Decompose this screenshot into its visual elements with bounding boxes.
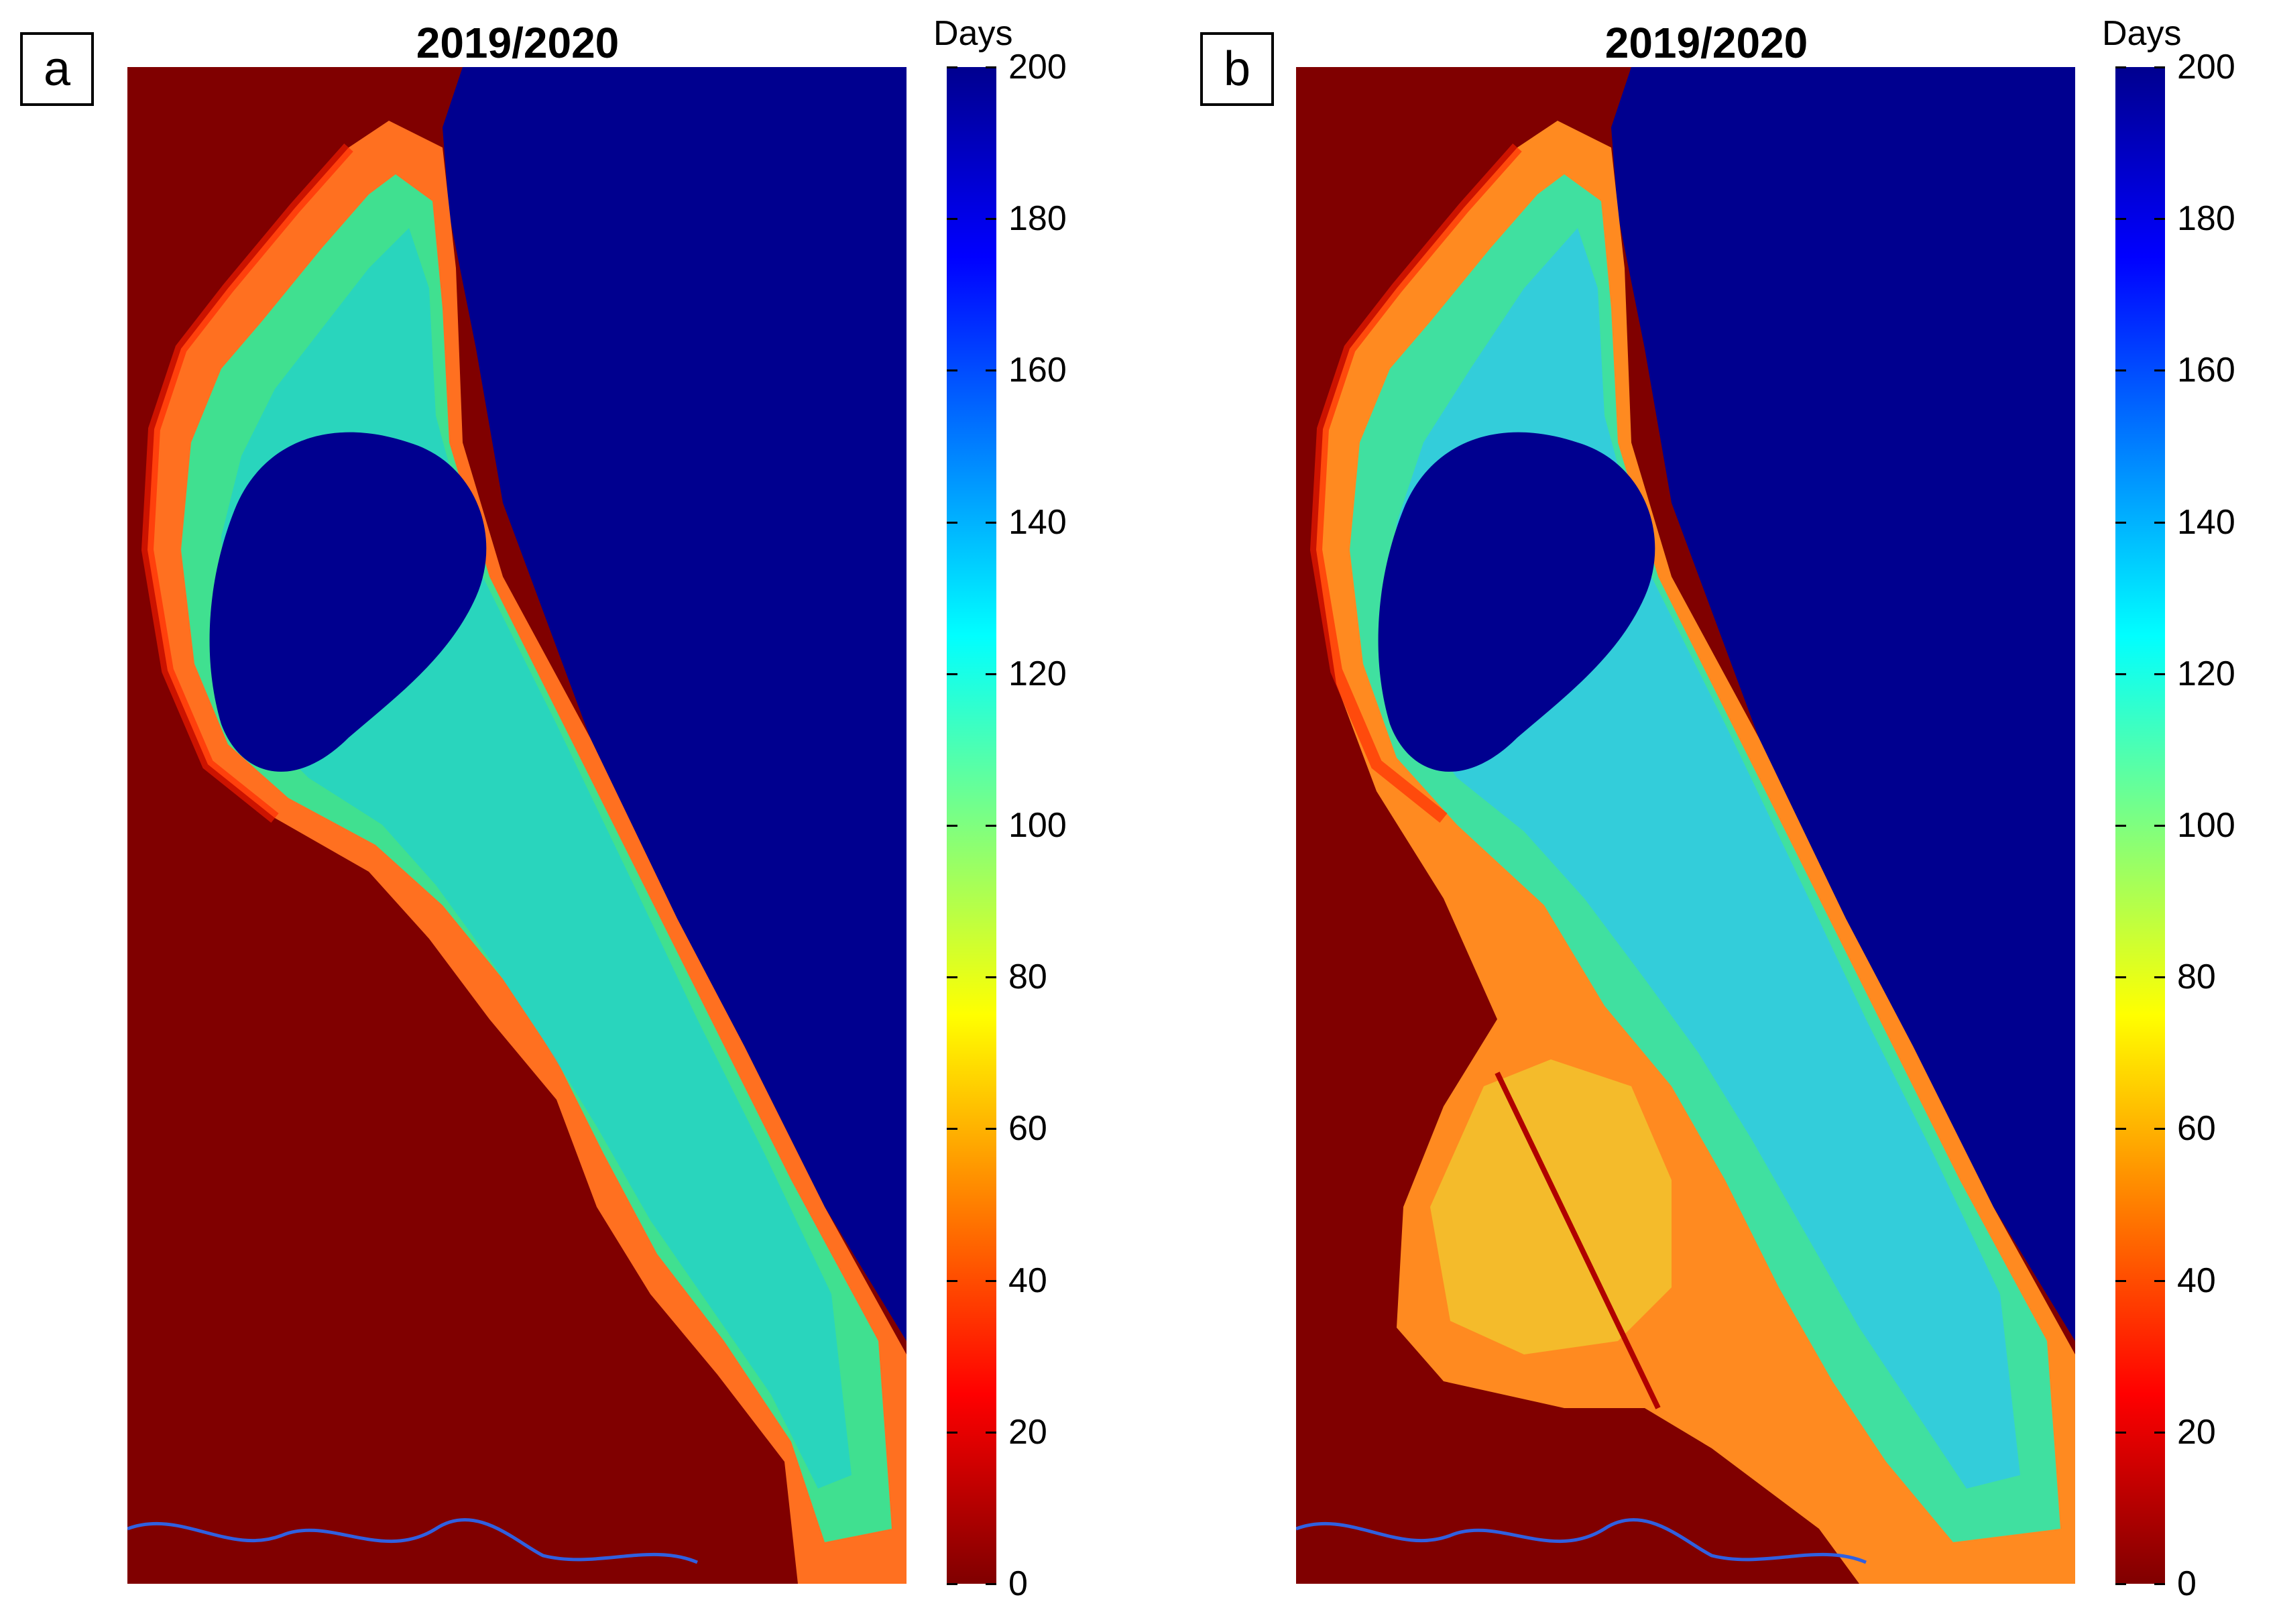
- colorbar-tick: [2115, 1583, 2126, 1585]
- colorbar-tick: [947, 1583, 957, 1585]
- colorbar-tick: [947, 369, 957, 372]
- sea-area: [443, 67, 907, 1341]
- colorbar-label: Days: [2102, 14, 2182, 53]
- map-graphic: [1296, 67, 2075, 1584]
- colorbar-tick-label: 80: [1008, 958, 1047, 997]
- colorbar-tick: [2154, 1128, 2165, 1130]
- colorbar-tick: [947, 976, 957, 979]
- colorbar-tick-label: 40: [1008, 1261, 1047, 1300]
- colorbar-tick: [986, 521, 996, 524]
- panel-title: 2019/2020: [416, 19, 620, 67]
- colorbar-tick: [947, 673, 957, 675]
- colorbar-tick: [2154, 218, 2165, 221]
- colorbar-tick: [2115, 673, 2126, 675]
- panel-a: a 2019/2020 Days 200 180 160 140 120 100 80 60 4…: [20, 14, 1067, 1603]
- colorbar-tick-label: 200: [1008, 48, 1067, 86]
- map-image: [1296, 67, 2075, 1584]
- colorbar-tick: [947, 1279, 957, 1282]
- colorbar-tick: [2115, 1279, 2126, 1282]
- colorbar-tick-label: 20: [1008, 1412, 1047, 1452]
- colorbar-tick-label: 120: [2177, 654, 2235, 693]
- canal: [1495, 1071, 1661, 1409]
- colorbar-tick: [2115, 1431, 2126, 1434]
- colorbar-tick: [947, 218, 957, 221]
- colorbar-tick-label: 100: [1008, 806, 1067, 845]
- colorbar-tick: [986, 976, 996, 979]
- colorbar-tick: [2115, 218, 2126, 221]
- colorbar-tick-label: 80: [2177, 958, 2216, 997]
- panel-letter: a: [20, 32, 94, 106]
- sea-area: [1611, 67, 2075, 1341]
- colorbar-tick: [947, 825, 957, 827]
- colorbar-tick-label: 180: [2177, 199, 2235, 239]
- colorbar-tick: [2154, 369, 2165, 372]
- colorbar-tick-label: 100: [2177, 806, 2235, 845]
- river: [1296, 1518, 1867, 1564]
- river: [127, 1518, 698, 1564]
- colorbar-tick: [947, 1128, 957, 1130]
- colorbar-tick: [2154, 1431, 2165, 1434]
- colorbar-tick-label: 200: [2177, 48, 2235, 86]
- colorbar-tick-label: 160: [2177, 351, 2235, 390]
- colorbar-tick: [2154, 66, 2165, 68]
- colorbar-tick: [986, 825, 996, 827]
- panel-b: b 2019/2020 Days 200 180 160 140 120 100 80 60 4…: [1140, 0, 2279, 1624]
- colorbar-tick: [986, 1431, 996, 1434]
- colorbar-tick: [2115, 976, 2126, 979]
- colorbar-tick: [2154, 976, 2165, 979]
- fringe: [1309, 143, 1522, 823]
- lagoon: [1378, 432, 1655, 772]
- colorbar-tick: [2154, 1279, 2165, 1282]
- colorbar-tick: [986, 369, 996, 372]
- colorbar-tick-label: 180: [1008, 199, 1067, 239]
- colorbar-tick-label: 60: [2177, 1109, 2216, 1149]
- colorbar-tick: [2115, 521, 2126, 524]
- colorbar-tick: [2154, 673, 2165, 675]
- colorbar-tick-label: 0: [2177, 1564, 2197, 1603]
- colorbar-tick: [2154, 825, 2165, 827]
- colorbar-tick-label: 160: [1008, 351, 1067, 390]
- colorbar-tick: [986, 1128, 996, 1130]
- colorbar-tick-label: 60: [1008, 1109, 1047, 1149]
- colorbar-tick: [986, 218, 996, 221]
- colorbar-tick-label: 0: [1008, 1564, 1028, 1603]
- colorbar-tick-label: 20: [2177, 1412, 2216, 1452]
- map-image: [127, 67, 907, 1584]
- colorbar-tick-label: 120: [1008, 654, 1067, 693]
- panel-title: 2019/2020: [1604, 19, 1808, 67]
- colorbar-tick: [947, 521, 957, 524]
- panel-letter: b: [1200, 32, 1274, 106]
- colorbar-tick: [2154, 1583, 2165, 1585]
- colorbar-label: Days: [933, 14, 1013, 53]
- map-graphic: [127, 67, 907, 1584]
- colorbar-tick: [986, 1583, 996, 1585]
- colorbar-tick: [947, 66, 957, 68]
- colorbar-tick: [2154, 521, 2165, 524]
- lagoon: [209, 432, 487, 772]
- colorbar-tick-label: 40: [2177, 1261, 2216, 1300]
- colorbar-tick: [986, 66, 996, 68]
- colorbar-tick-label: 140: [2177, 502, 2235, 542]
- colorbar-tick-label: 140: [1008, 502, 1067, 542]
- agricultural-yellow: [1430, 1059, 1672, 1354]
- fringe: [141, 143, 353, 823]
- colorbar-tick: [2115, 66, 2126, 68]
- colorbar-tick: [2115, 825, 2126, 827]
- colorbar-tick: [986, 673, 996, 675]
- colorbar-tick: [947, 1431, 957, 1434]
- colorbar-tick: [2115, 369, 2126, 372]
- colorbar-tick: [2115, 1128, 2126, 1130]
- colorbar-tick: [986, 1279, 996, 1282]
